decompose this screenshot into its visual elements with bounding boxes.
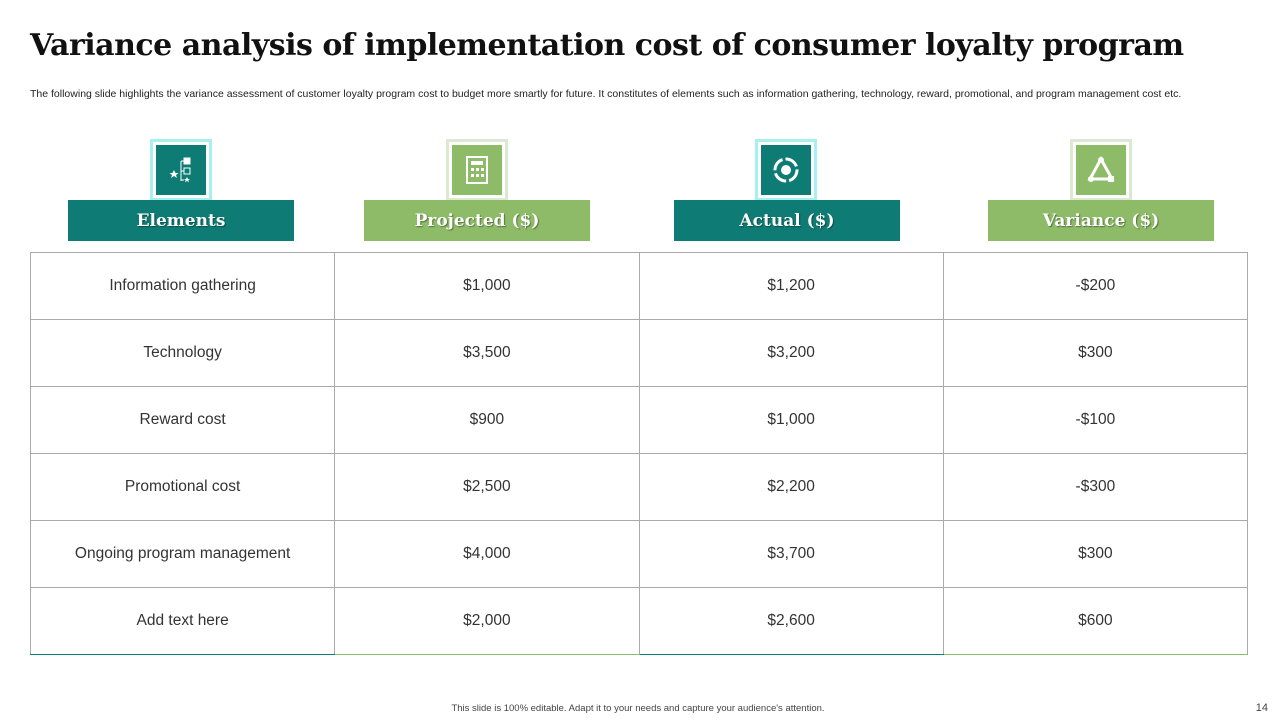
table-cell: Information gathering [29,252,336,320]
table-cell: -$300 [942,453,1249,521]
table-row: Technology $3,500 $3,200 $300 [29,319,1249,387]
title: Variance analysis of implementation cost… [30,28,1184,63]
column-header: Variance ($) [988,200,1214,241]
icon-graphic [1087,155,1115,182]
icon-graphic [773,157,799,183]
table-cell: -$100 [942,386,1249,454]
table: Information gathering $1,000 $1,200 -$200 Te… [29,252,1249,655]
table-cell: $1,200 [638,252,944,320]
table-cell: $1,000 [638,386,944,454]
table-row: Reward cost $900 $1,000 -$100 [29,386,1249,454]
table-cell: $2,500 [334,453,640,521]
subtitle: The following slide highlights the varia… [30,88,1182,100]
table-row: Add text here $2,000 $2,600 $600 [29,587,1249,655]
icon-graphic [169,157,191,183]
table-row: Ongoing program management $4,000 $3,700 $3… [29,520,1249,588]
table-row: Promotional cost $2,500 $2,200 -$300 [29,453,1249,521]
icon [1070,139,1132,201]
icon [150,139,212,201]
table-cell: $4,000 [334,520,640,588]
table-cell: $2,200 [638,453,944,521]
table-cell: $2,600 [638,587,944,655]
icon [446,139,508,201]
column-header: Actual ($) [674,200,900,241]
table-cell: $3,500 [334,319,640,387]
table-cell: $2,000 [334,587,640,655]
table-cell: $900 [334,386,640,454]
table-cell: Promotional cost [29,453,336,521]
page-number: 14 [1255,702,1268,714]
table-cell: Ongoing program management [29,520,336,588]
table-cell: Technology [29,319,336,387]
table-cell: Reward cost [29,386,336,454]
table-cell: $3,200 [638,319,944,387]
table-cell: $1,000 [334,252,640,320]
footer-note: This slide is 100% editable. Adapt it to… [451,703,825,714]
table-row: Information gathering $1,000 $1,200 -$200 [29,252,1249,320]
table-cell: $600 [942,587,1249,655]
icon-graphic [466,156,488,184]
table-cell: Add text here [29,587,336,655]
column-header: Elements [68,200,294,241]
table-cell: -$200 [942,252,1249,320]
table-cell: $300 [942,319,1249,387]
table-cell: $300 [942,520,1249,588]
icon [755,139,817,201]
column-header: Projected ($) [364,200,590,241]
table-cell: $3,700 [638,520,944,588]
